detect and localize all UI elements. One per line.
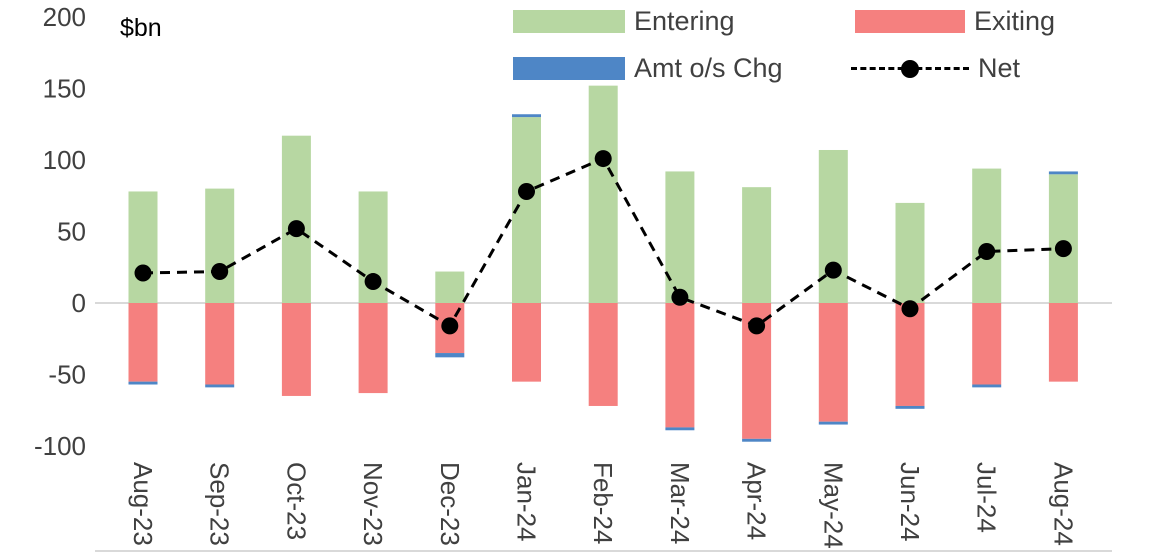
svg-text:Jan-24: Jan-24: [512, 462, 542, 542]
svg-text:May-24: May-24: [818, 462, 848, 549]
legend-entering-label: Entering: [634, 6, 735, 36]
exiting-swatch: [855, 10, 965, 33]
legend-exiting-label: Exiting: [974, 6, 1056, 36]
svg-text:150: 150: [43, 74, 86, 104]
svg-text:Jul-24: Jul-24: [972, 462, 1002, 533]
legend-net-label: Net: [978, 53, 1021, 83]
svg-text:Nov-23: Nov-23: [358, 462, 388, 546]
svg-text:200: 200: [43, 2, 86, 32]
svg-text:Aug-23: Aug-23: [128, 462, 158, 546]
y-axis-unit-label: $bn: [120, 14, 162, 42]
svg-text:Feb-24: Feb-24: [588, 462, 618, 544]
legend-item-net: Net: [851, 53, 1021, 83]
svg-text:Oct-23: Oct-23: [281, 462, 311, 540]
svg-text:-100: -100: [34, 431, 86, 461]
net-marker-icon: [901, 59, 919, 78]
legend-amt-os-chg-label: Amt o/s Chg: [634, 53, 783, 83]
svg-text:Sep-23: Sep-23: [205, 462, 235, 546]
svg-text:Apr-24: Apr-24: [742, 462, 772, 540]
svg-text:Jun-24: Jun-24: [895, 462, 925, 542]
legend-item-entering: Entering: [513, 6, 735, 36]
svg-text:Mar-24: Mar-24: [665, 462, 695, 544]
net-line-sample: [851, 57, 969, 80]
svg-text:Aug-24: Aug-24: [1048, 462, 1078, 546]
svg-text:0: 0: [72, 288, 86, 318]
svg-text:50: 50: [57, 217, 86, 247]
svg-text:Dec-23: Dec-23: [435, 462, 465, 546]
legend-item-amt-os-chg: Amt o/s Chg: [513, 53, 783, 83]
svg-text:100: 100: [43, 145, 86, 175]
svg-text:-50: -50: [48, 360, 86, 390]
legend-item-exiting: Exiting: [855, 6, 1056, 36]
entering-swatch: [513, 10, 625, 33]
amt-os-chg-swatch: [513, 57, 625, 80]
